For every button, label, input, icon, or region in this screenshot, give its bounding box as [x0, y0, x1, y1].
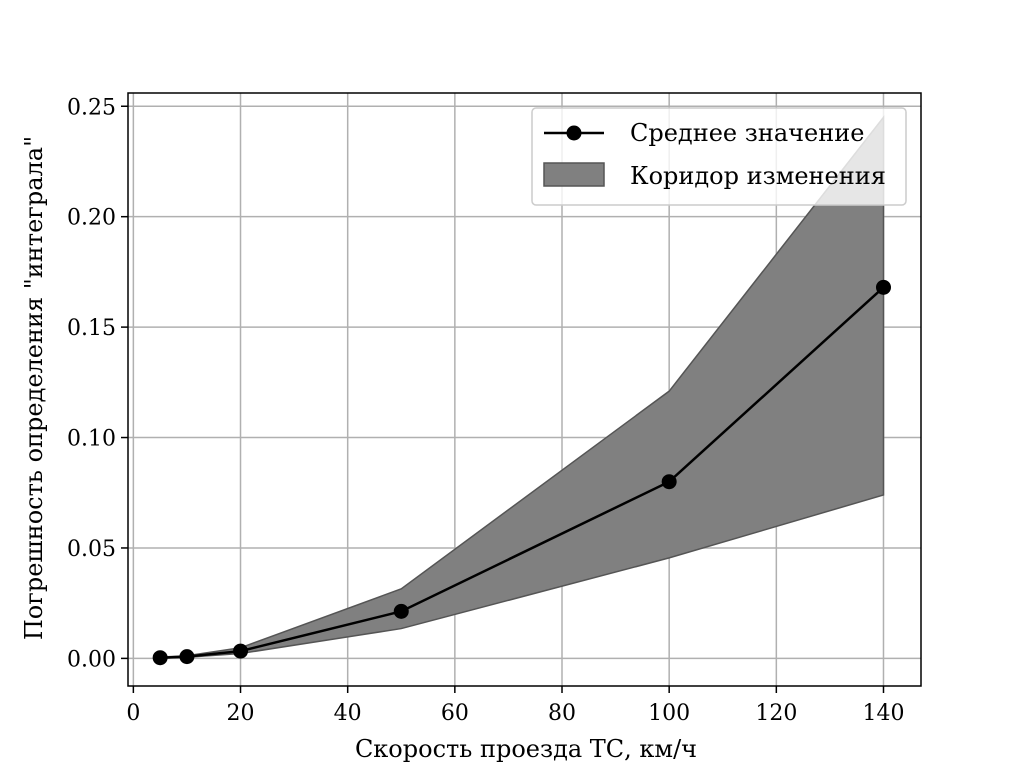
legend-marker-sample [566, 125, 582, 141]
x-tick-label: 120 [755, 701, 797, 726]
mean-point [661, 474, 677, 490]
legend-label-band: Коридор изменения [630, 162, 886, 190]
series-group [152, 279, 891, 666]
x-tick-label: 40 [334, 701, 362, 726]
mean-point [875, 279, 891, 295]
y-axis-label: Погрешность определения "интеграла" [20, 136, 48, 640]
mean-point [393, 603, 409, 619]
x-axis-label: Скорость проезда ТС, км/ч [355, 735, 697, 763]
plot-frame [127, 92, 922, 687]
y-tick-label: 0.25 [67, 95, 116, 120]
x-tick-label: 100 [648, 701, 690, 726]
legend-box [531, 107, 907, 206]
x-tick-label: 20 [227, 701, 255, 726]
y-tick-label: 0.20 [67, 206, 116, 231]
y-tick-label: 0.00 [67, 647, 116, 672]
mean-point [152, 650, 168, 666]
legend-label-mean: Среднее значение [630, 119, 864, 147]
x-tick-label: 140 [862, 701, 904, 726]
x-tick-label: 60 [441, 701, 469, 726]
x-tick-label: 80 [548, 701, 576, 726]
mean-point [179, 649, 195, 665]
y-tick-label: 0.05 [67, 537, 116, 562]
y-tick-label: 0.10 [67, 427, 116, 452]
legend: Среднее значение Коридор изменения [531, 107, 907, 206]
x-tick-label: 0 [126, 701, 140, 726]
y-tick-label: 0.15 [67, 316, 116, 341]
ticks-group: 0 20 40 60 80 100 120 140 0.00 0.05 0.10 0.15 0.20 0.… [67, 95, 904, 726]
legend-band-sample [543, 162, 605, 187]
mean-point [233, 643, 249, 659]
